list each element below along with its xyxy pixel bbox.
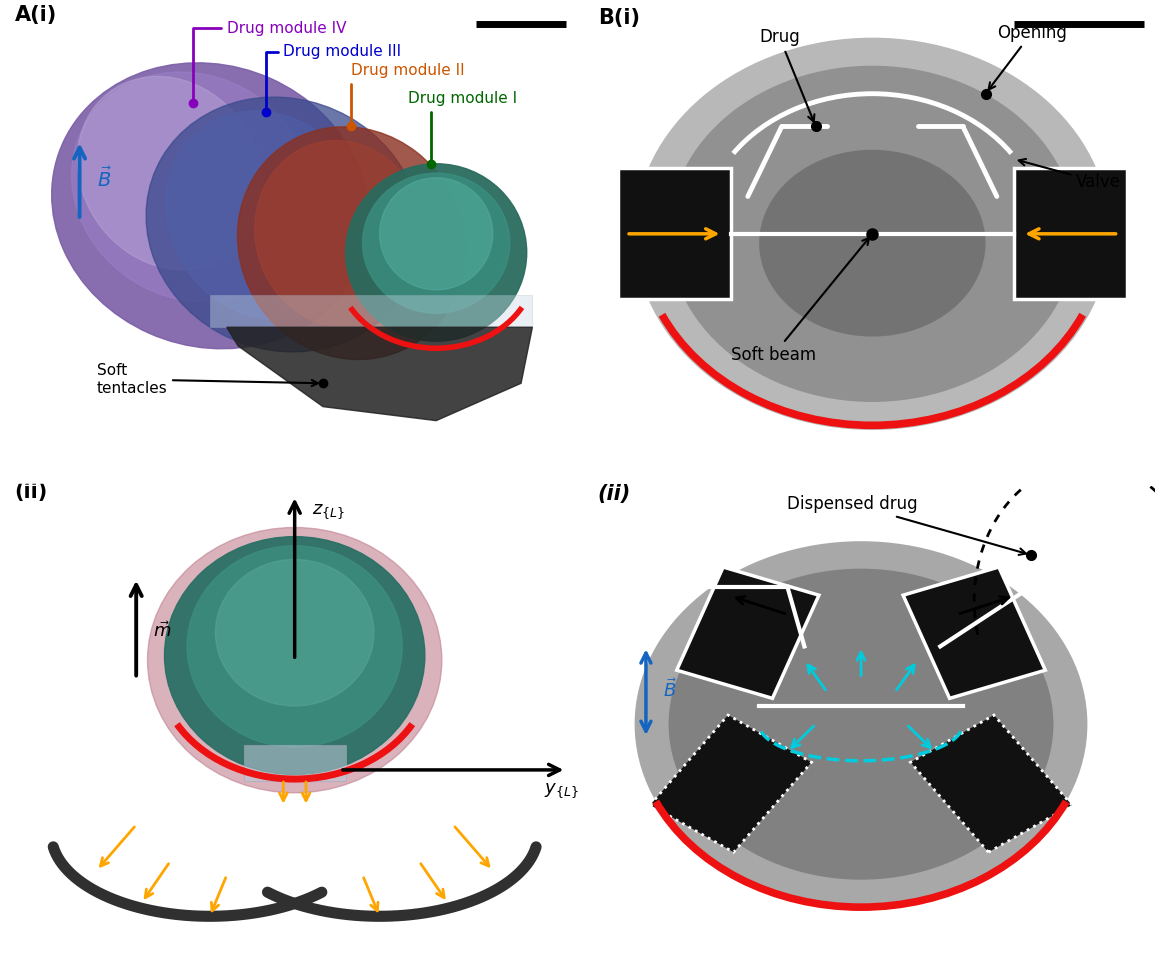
Ellipse shape xyxy=(166,111,366,320)
Text: Soft
tentacles: Soft tentacles xyxy=(97,363,317,396)
Bar xyxy=(677,567,819,698)
Text: Drug: Drug xyxy=(760,28,815,121)
Text: Drug module I: Drug module I xyxy=(408,91,517,161)
Bar xyxy=(617,169,731,299)
Ellipse shape xyxy=(71,72,314,302)
Text: A(i): A(i) xyxy=(14,6,57,25)
Ellipse shape xyxy=(345,164,526,341)
Text: (ii): (ii) xyxy=(14,482,48,502)
Text: $\vec{B}$: $\vec{B}$ xyxy=(663,678,677,701)
Bar xyxy=(910,716,1071,852)
Ellipse shape xyxy=(216,560,373,706)
Text: Drug module III: Drug module III xyxy=(266,44,401,110)
Ellipse shape xyxy=(237,127,466,359)
Ellipse shape xyxy=(187,546,403,747)
Ellipse shape xyxy=(51,63,368,349)
Text: $\vec{B}$: $\vec{B}$ xyxy=(97,167,112,191)
Ellipse shape xyxy=(363,173,510,313)
Bar xyxy=(1014,169,1127,299)
Ellipse shape xyxy=(77,76,263,270)
Text: Soft beam: Soft beam xyxy=(731,238,869,364)
Circle shape xyxy=(669,568,1054,880)
Text: Drug module II: Drug module II xyxy=(351,63,464,123)
Text: Valve: Valve xyxy=(1019,159,1121,191)
Circle shape xyxy=(635,38,1110,429)
Text: Drug module IV: Drug module IV xyxy=(193,21,347,100)
Ellipse shape xyxy=(379,178,492,290)
Polygon shape xyxy=(210,295,532,327)
Ellipse shape xyxy=(165,536,425,774)
Text: $\vec{m}$: $\vec{m}$ xyxy=(153,621,172,641)
Bar xyxy=(650,716,811,852)
Text: $z_{\{L\}}$: $z_{\{L\}}$ xyxy=(312,502,344,521)
Text: $y_{\{L\}}$: $y_{\{L\}}$ xyxy=(544,781,579,799)
Circle shape xyxy=(760,149,986,337)
Text: Dispensed drug: Dispensed drug xyxy=(788,495,1026,555)
Ellipse shape xyxy=(147,528,442,793)
Circle shape xyxy=(635,541,1088,907)
Polygon shape xyxy=(226,327,532,421)
Text: B(i): B(i) xyxy=(598,8,640,28)
Circle shape xyxy=(669,65,1076,402)
Text: Opening: Opening xyxy=(988,24,1067,90)
Text: (ii): (ii) xyxy=(598,484,631,504)
Bar xyxy=(903,567,1046,698)
Ellipse shape xyxy=(254,141,425,327)
Bar xyxy=(244,744,345,781)
Ellipse shape xyxy=(146,97,420,351)
